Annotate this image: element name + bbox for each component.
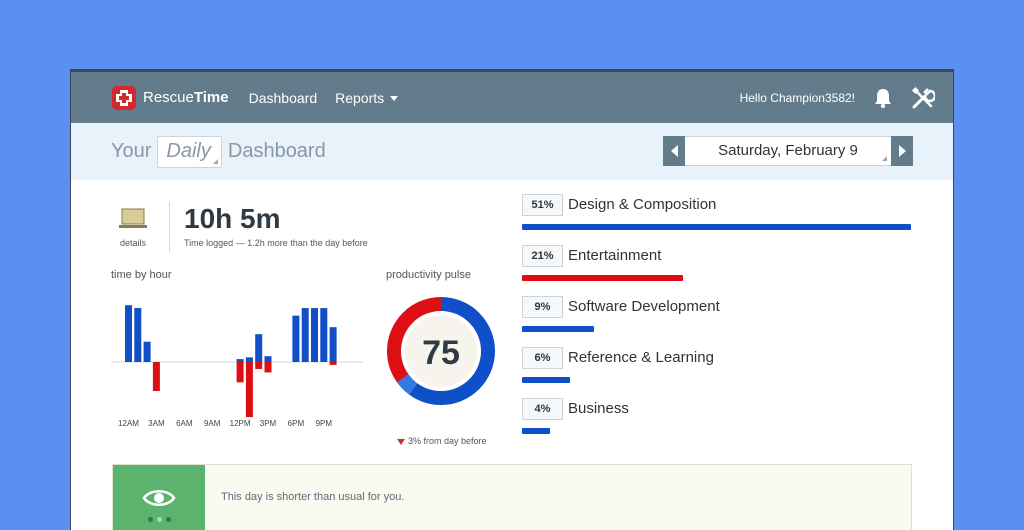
carousel-dot[interactable]	[156, 516, 162, 522]
hour-tick-label: 3AM	[148, 419, 165, 428]
category-row[interactable]: 4% Business	[522, 398, 913, 449]
top-bar: RescueTime Dashboard Reports Hello Champ…	[71, 70, 953, 123]
logo-text: RescueTime	[143, 89, 229, 106]
tools-icon[interactable]	[911, 86, 935, 110]
rescuetime-logo-icon	[112, 85, 136, 110]
laptop-icon	[119, 208, 147, 228]
category-name: Design & Composition	[568, 196, 717, 213]
eye-icon	[142, 489, 176, 506]
time-logged-note: Time logged — 1.2h more than the day bef…	[184, 238, 368, 248]
hour-bar-productive[interactable]	[292, 315, 300, 362]
app-window: RescueTime Dashboard Reports Hello Champ…	[71, 70, 953, 530]
pulse-delta: 3% from day before	[397, 436, 487, 446]
notice-text: This day is shorter than usual for you.	[221, 491, 405, 503]
time-summary: details 10h 5m Time logged — 1.2h more t…	[111, 202, 368, 252]
pulse-center	[405, 315, 477, 387]
pulse-score: 75	[422, 334, 460, 372]
notice-panel: This day is shorter than usual for you.	[112, 464, 912, 530]
nav-reports[interactable]: Reports	[335, 90, 399, 106]
details-label: details	[119, 238, 146, 248]
hour-tick-label: 6AM	[176, 419, 193, 428]
time-logged-value: 10h 5m	[184, 203, 281, 234]
category-percent: 9%	[522, 296, 563, 318]
category-name: Entertainment	[568, 247, 662, 264]
nav-dashboard[interactable]: Dashboard	[248, 89, 318, 106]
previous-day-button[interactable]	[663, 136, 685, 166]
category-bar	[522, 326, 594, 332]
category-percent: 6%	[522, 347, 563, 369]
divider	[169, 202, 170, 252]
category-row[interactable]: 21% Entertainment	[522, 245, 913, 296]
hour-bar-productive[interactable]	[264, 356, 272, 362]
time-by-hour-label: time by hour	[111, 269, 172, 281]
category-percent: 51%	[522, 194, 563, 216]
carousel-dots	[147, 516, 171, 522]
productivity-pulse-label: productivity pulse	[386, 269, 471, 281]
hour-bar-unproductive[interactable]	[264, 362, 272, 373]
category-list: 51% Design & Composition 21% Entertainment 9…	[522, 194, 913, 449]
hour-bar-productive[interactable]	[125, 305, 132, 362]
date-picker: Saturday, February 9	[663, 136, 913, 166]
carousel-dot[interactable]	[165, 516, 171, 522]
category-percent: 21%	[522, 245, 563, 267]
category-row[interactable]: 51% Design & Composition	[522, 194, 913, 245]
hour-tick-label: 9AM	[204, 419, 221, 428]
chevron-left-icon	[670, 145, 678, 157]
category-bar	[522, 224, 911, 230]
hour-bar-unproductive[interactable]	[245, 362, 253, 418]
hour-bar-unproductive[interactable]	[236, 362, 244, 383]
hour-bar-unproductive[interactable]	[329, 362, 337, 365]
next-day-button[interactable]	[891, 136, 913, 166]
greeting[interactable]: Hello Champion3582!	[739, 90, 855, 105]
page-title: Your Daily Dashboard	[111, 135, 326, 168]
logo[interactable]: RescueTime	[111, 85, 229, 111]
period-select[interactable]: Daily	[157, 135, 222, 168]
hour-bar-unproductive[interactable]	[255, 362, 263, 369]
category-row[interactable]: 6% Reference & Learning	[522, 347, 913, 398]
category-name: Reference & Learning	[568, 349, 714, 366]
time-by-hour-chart[interactable]: 12AM 3AM 6AM 9AM 12PM 3PM 6PM 9PM	[111, 292, 363, 432]
date-select[interactable]: Saturday, February 9	[685, 136, 891, 166]
hour-bar-productive[interactable]	[329, 327, 337, 362]
chevron-right-icon	[898, 145, 906, 157]
chevron-down-icon	[390, 96, 399, 102]
category-bar	[522, 377, 571, 383]
hour-tick-label: 9PM	[316, 419, 333, 428]
hour-bar-productive[interactable]	[134, 308, 142, 362]
hour-bar-productive[interactable]	[143, 341, 151, 362]
hour-tick-label: 6PM	[288, 419, 305, 428]
carousel-dot[interactable]	[147, 516, 153, 522]
hour-bar-productive[interactable]	[236, 359, 244, 362]
arrow-down-icon	[397, 438, 405, 445]
category-row[interactable]: 9% Software Development	[522, 296, 913, 347]
category-bar	[522, 275, 684, 281]
category-name: Software Development	[568, 298, 720, 315]
category-name: Business	[568, 400, 629, 417]
dashboard-subheader: Your Daily Dashboard Saturday, February …	[71, 123, 953, 180]
hour-bar-productive[interactable]	[311, 308, 318, 362]
hour-bar-productive[interactable]	[255, 334, 263, 362]
dashboard-content: details 10h 5m Time logged — 1.2h more t…	[71, 180, 953, 530]
category-bar	[522, 428, 550, 434]
category-percent: 4%	[522, 398, 563, 420]
hour-tick-label: 3PM	[260, 419, 277, 428]
bell-icon[interactable]	[873, 87, 893, 109]
pulse-segment	[387, 297, 495, 405]
title-prefix: Your	[111, 140, 152, 162]
notice-icon-box	[113, 465, 205, 530]
hour-bar-productive[interactable]	[320, 308, 328, 362]
hour-tick-label: 12AM	[118, 419, 139, 428]
title-suffix: Dashboard	[227, 140, 326, 162]
hour-bar-productive[interactable]	[245, 357, 253, 362]
hour-tick-label: 12PM	[230, 419, 251, 428]
details-link[interactable]: details	[111, 208, 155, 248]
productivity-pulse-donut[interactable]: 75	[385, 295, 497, 407]
hour-bar-unproductive[interactable]	[152, 362, 160, 391]
hour-bar-productive[interactable]	[301, 308, 309, 362]
